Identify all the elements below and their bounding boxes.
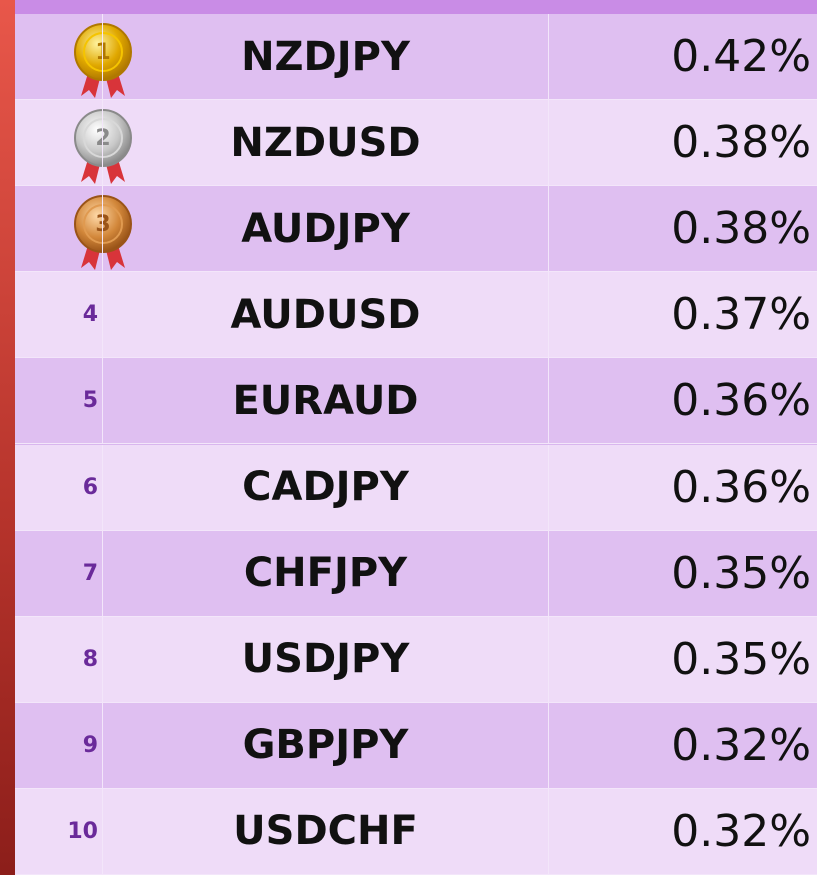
table-row: 6 CADJPY 0.36% xyxy=(15,444,817,531)
table-row: 7 CHFJPY 0.35% xyxy=(15,530,817,617)
medal-icon: 1 xyxy=(74,23,132,98)
rank-cell: 7 xyxy=(15,530,103,616)
rank-cell: 10 xyxy=(15,788,103,874)
value-cell: 0.37% xyxy=(671,289,811,341)
table-row: 5 EURAUD 0.36% xyxy=(15,358,817,445)
value-cell: 0.32% xyxy=(671,719,811,771)
medal-rank: 1 xyxy=(95,40,110,65)
rank-cell: 8 xyxy=(15,616,103,702)
rank-cell: 5 xyxy=(15,358,103,444)
rank-cell: 9 xyxy=(15,702,103,788)
value-cell: 0.38% xyxy=(671,117,811,169)
table-row: 2 NZDUSD 0.38% xyxy=(15,100,817,187)
table-row: 4 AUDUSD 0.37% xyxy=(15,272,817,359)
value-cell: 0.36% xyxy=(671,375,811,427)
pair-cell: CADJPY xyxy=(103,444,549,530)
pair-cell: USDJPY xyxy=(103,616,549,702)
table-row: 8 USDJPY 0.35% xyxy=(15,616,817,703)
medal-rank: 2 xyxy=(95,126,110,151)
rank-cell xyxy=(15,14,103,99)
header-bar xyxy=(15,0,817,14)
pair-cell: NZDUSD xyxy=(103,100,549,186)
pair-cell: AUDJPY xyxy=(103,186,549,272)
medal-icon: 3 xyxy=(74,195,132,271)
rank-cell: 6 xyxy=(15,444,103,530)
rank-cell: 4 xyxy=(15,272,103,358)
value-cell: 0.32% xyxy=(671,805,811,857)
pair-cell: EURAUD xyxy=(103,358,549,444)
left-edge xyxy=(0,0,15,875)
value-cell: 0.35% xyxy=(671,547,811,599)
value-cell: 0.35% xyxy=(671,633,811,685)
value-cell: 0.36% xyxy=(671,461,811,513)
medal-icon: 2 xyxy=(74,109,132,185)
rank-cell xyxy=(15,186,103,272)
pair-cell: USDCHF xyxy=(103,788,549,874)
pair-cell: AUDUSD xyxy=(103,272,549,358)
value-cell: 0.38% xyxy=(671,203,811,255)
table-row: 10 USDCHF 0.32% xyxy=(15,788,817,875)
value-cell: 0.42% xyxy=(671,31,811,82)
medal-rank: 3 xyxy=(95,212,110,237)
pair-cell: NZDJPY xyxy=(103,14,549,99)
rank-cell xyxy=(15,100,103,186)
table-row: 1 NZDJPY 0.42% xyxy=(15,14,817,100)
table-row: 9 GBPJPY 0.32% xyxy=(15,702,817,789)
pair-cell: GBPJPY xyxy=(103,702,549,788)
pair-cell: CHFJPY xyxy=(103,530,549,616)
table-row: 3 AUDJPY 0.38% xyxy=(15,186,817,273)
